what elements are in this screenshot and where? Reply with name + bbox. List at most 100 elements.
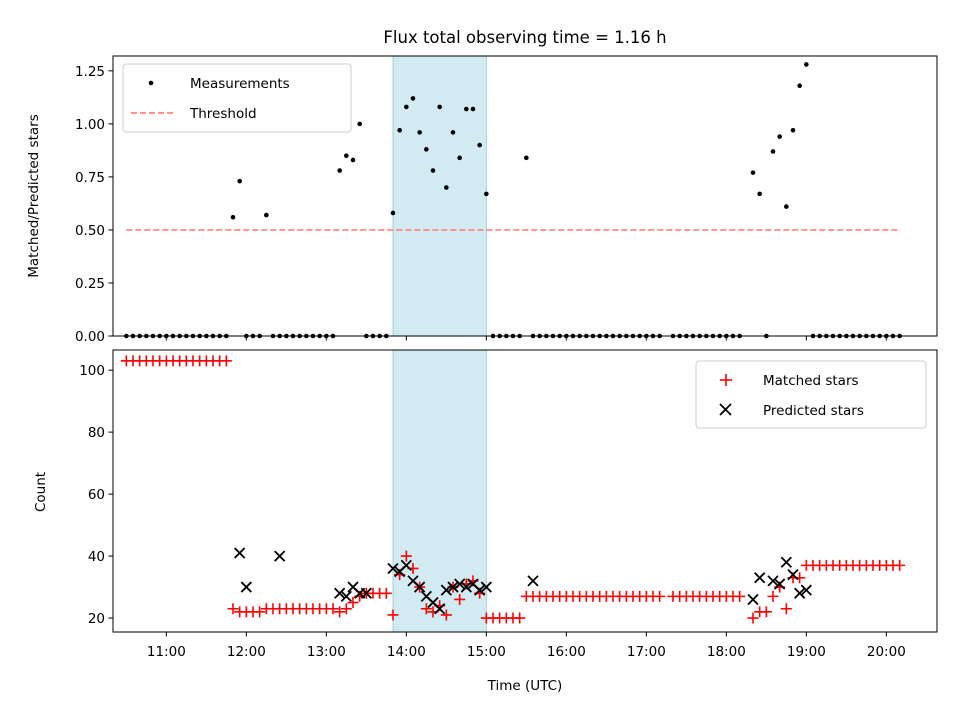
predicted-point	[774, 578, 786, 590]
predicted-point	[480, 581, 492, 593]
predicted-point	[800, 584, 812, 596]
predicted-point	[400, 559, 412, 572]
matched-point	[400, 550, 412, 562]
count-legend-box	[695, 360, 927, 429]
x-tick-label: 19:00	[787, 644, 826, 660]
x-tick-label: 18:00	[707, 644, 746, 660]
matched-point	[894, 559, 906, 571]
predicted-point	[754, 572, 766, 584]
matched-point	[387, 609, 399, 621]
x-tick-label: 14:00	[387, 644, 426, 660]
matched-point	[227, 603, 239, 615]
predicted-point	[234, 547, 246, 559]
measurement-point	[790, 127, 796, 133]
observing-window-shade	[392, 349, 487, 633]
measurement-point	[424, 147, 429, 152]
ratio-legend-box	[122, 63, 352, 133]
predicted-point	[794, 587, 806, 599]
x-tick-label: 11:00	[147, 644, 186, 660]
count-axes: 20 40 60 80 100 11:00 12:00 13:00 14:00 15:00 16:0…	[79, 363, 906, 660]
matched-point	[334, 606, 346, 618]
measurement-point	[777, 134, 782, 139]
measurement-point	[484, 191, 489, 197]
matched-point	[347, 597, 359, 609]
matched-point	[454, 593, 466, 605]
predicted-point	[434, 603, 446, 615]
measurement-point	[350, 157, 356, 163]
y-tick-label: 20	[88, 611, 105, 627]
predicted-point	[454, 578, 466, 590]
y-tick-label: 0.50	[75, 223, 105, 239]
predicted-point	[527, 575, 539, 587]
measurement-point	[457, 155, 462, 161]
matched-point	[380, 587, 392, 599]
matched-point	[340, 603, 352, 615]
y-tick-label: 0.00	[75, 329, 105, 345]
predicted-point	[767, 575, 779, 587]
count-panel: 20 40 60 80 100 11:00 12:00 13:00 14:00 15:00 16:0…	[33, 349, 938, 694]
y-tick-label: 0.75	[75, 170, 105, 186]
measurement-point	[770, 149, 776, 154]
legend-threshold-label: Threshold	[189, 106, 257, 122]
y-tick-label: 0.25	[75, 276, 105, 292]
measurement-point	[750, 170, 756, 175]
measurement-point	[230, 214, 236, 220]
predicted-point	[360, 587, 372, 599]
x-tick-label: 16:00	[547, 644, 586, 660]
predicted-point	[447, 581, 459, 593]
x-tick-label: 13:00	[307, 644, 346, 660]
measurement-point	[464, 106, 469, 112]
measurement-point	[410, 96, 416, 101]
predicted-point	[240, 581, 252, 593]
predicted-point	[780, 556, 792, 568]
measurement-point	[417, 130, 422, 135]
measurement-point	[470, 106, 476, 112]
legend-predicted-label: Predicted stars	[763, 403, 864, 419]
matched-point	[780, 603, 792, 615]
x-tick-label: 17:00	[627, 644, 666, 660]
measurement-point	[524, 155, 529, 161]
matched-point	[514, 612, 526, 624]
measurement-point	[804, 62, 809, 67]
matched-point	[747, 612, 759, 624]
predicted-point	[474, 584, 486, 596]
predicted-point	[334, 587, 346, 599]
x-tick-label: 12:00	[227, 644, 266, 660]
measurement-point	[337, 168, 342, 173]
matched-point	[760, 606, 772, 618]
matched-point	[220, 355, 232, 367]
y-tick-label: 1.25	[75, 64, 105, 80]
legend-measurements-marker	[148, 80, 154, 86]
measurement-point	[404, 104, 409, 110]
matched-point	[734, 590, 746, 602]
matched-point	[254, 606, 266, 618]
y-tick-label: 80	[88, 425, 105, 441]
measurement-point	[757, 191, 762, 197]
measurement-point	[264, 212, 269, 218]
predicted-point	[387, 562, 399, 575]
figure-title: Flux total observing time = 1.16 h	[383, 28, 666, 47]
matched-point	[327, 603, 339, 615]
legend-matched-marker	[720, 374, 732, 386]
x-tick-label: 20:00	[867, 644, 906, 660]
count-x-axis-label: Time (UTC)	[487, 678, 563, 694]
measurement-point	[444, 185, 449, 190]
measurement-point	[237, 178, 242, 184]
measurement-point	[390, 210, 396, 216]
predicted-point	[787, 569, 799, 581]
legend-predicted-marker	[719, 403, 732, 416]
y-tick-label: 40	[88, 549, 105, 565]
measurement-point	[437, 104, 442, 110]
count-y-axis-label: Count	[33, 472, 49, 512]
measurement-point	[357, 121, 362, 127]
matched-point	[654, 590, 666, 602]
matched-point	[420, 603, 432, 615]
x-tick-label: 15:00	[467, 644, 506, 660]
count-legend: Matched stars Predicted stars	[695, 360, 927, 429]
measurement-point	[797, 83, 802, 88]
count-marks	[120, 355, 906, 624]
matched-point	[767, 590, 779, 602]
observing-window-shade	[392, 55, 487, 337]
predicted-point	[460, 581, 472, 593]
